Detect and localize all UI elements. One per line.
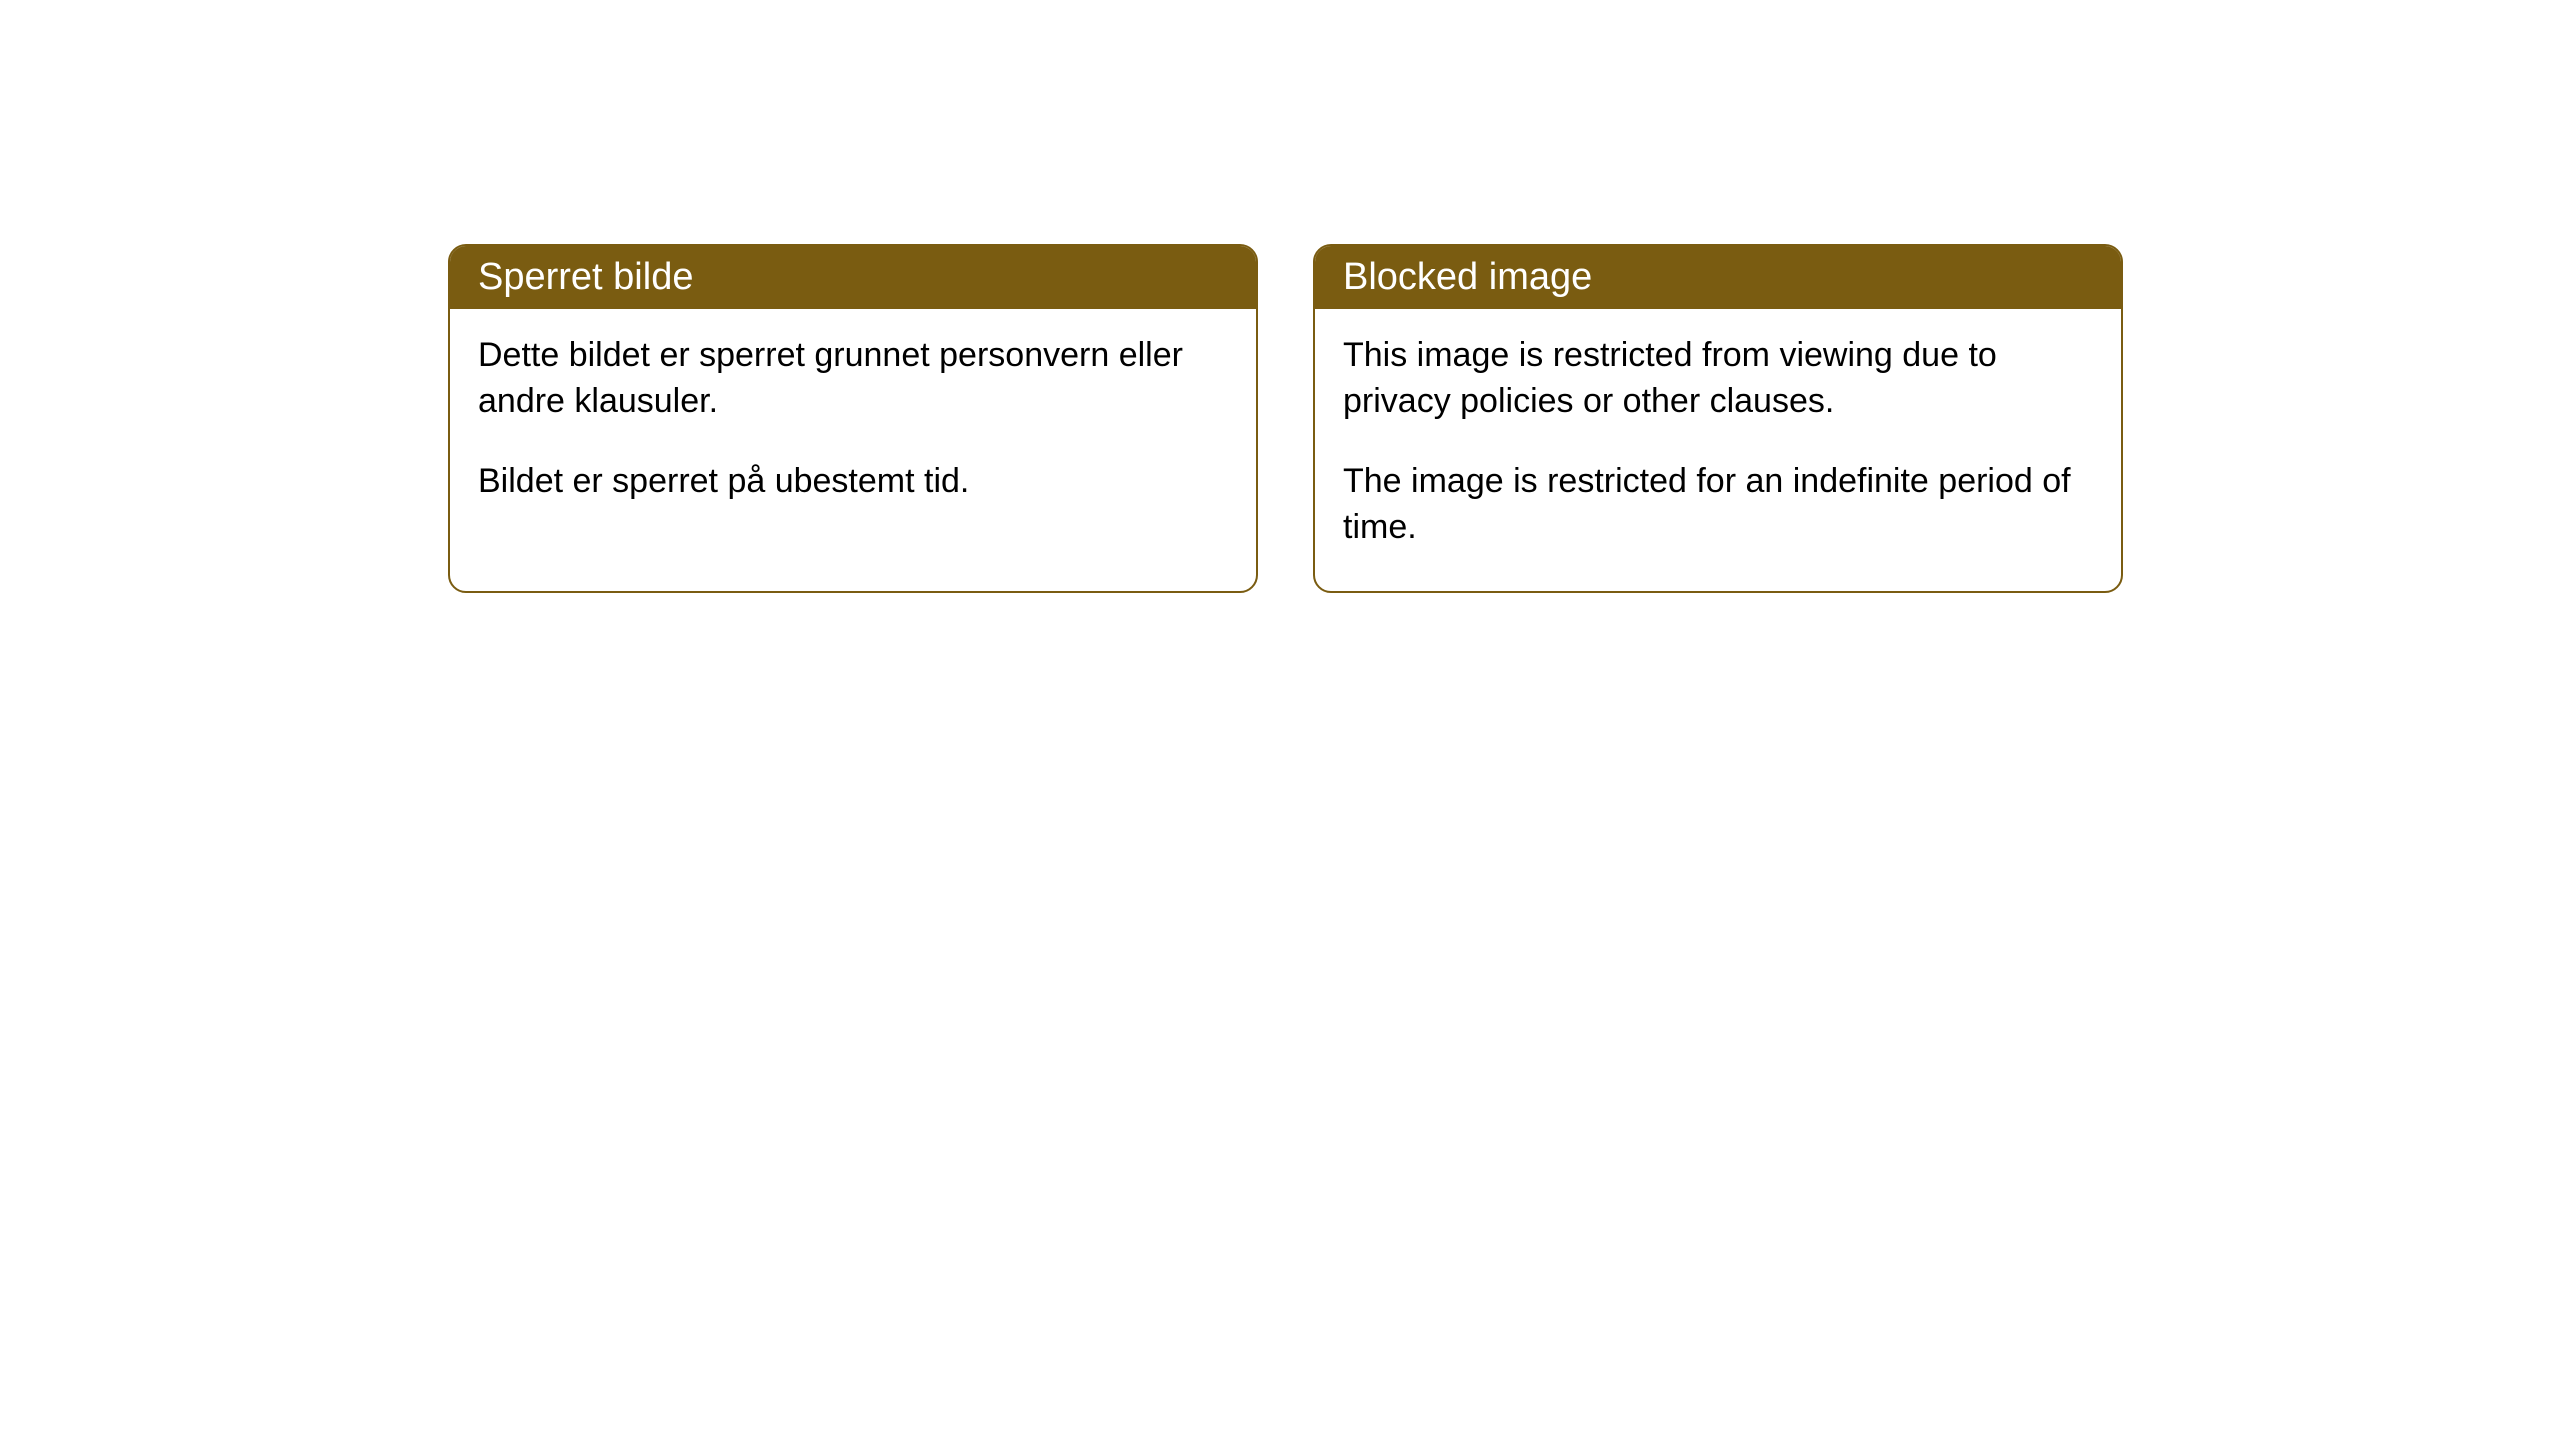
card-paragraph: This image is restricted from viewing du…	[1343, 333, 2093, 425]
notice-container: Sperret bilde Dette bildet er sperret gr…	[448, 244, 2123, 593]
card-header: Blocked image	[1315, 246, 2121, 309]
card-header: Sperret bilde	[450, 246, 1256, 309]
notice-card-english: Blocked image This image is restricted f…	[1313, 244, 2123, 593]
card-body: Dette bildet er sperret grunnet personve…	[450, 309, 1256, 545]
card-paragraph: The image is restricted for an indefinit…	[1343, 459, 2093, 551]
card-paragraph: Dette bildet er sperret grunnet personve…	[478, 333, 1228, 425]
card-body: This image is restricted from viewing du…	[1315, 309, 2121, 591]
card-paragraph: Bildet er sperret på ubestemt tid.	[478, 459, 1228, 505]
notice-card-norwegian: Sperret bilde Dette bildet er sperret gr…	[448, 244, 1258, 593]
